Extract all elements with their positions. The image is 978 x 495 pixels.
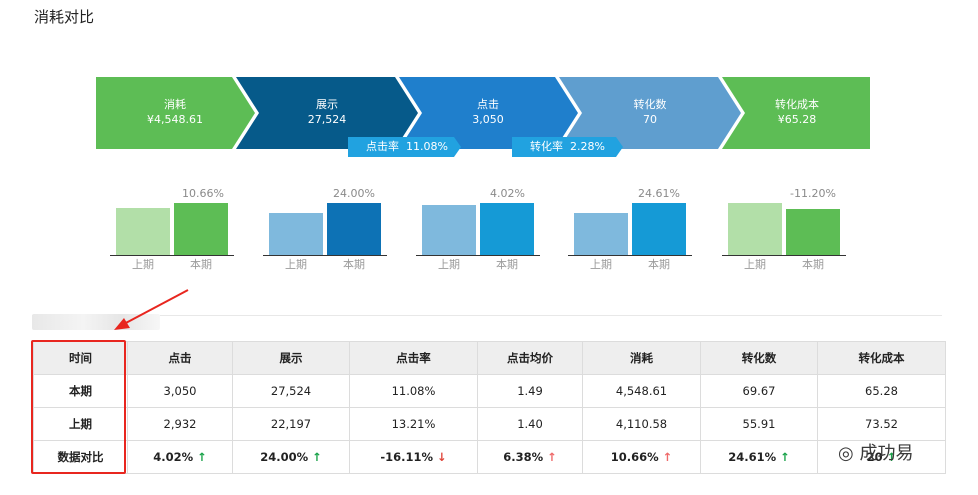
funnel-label-clicks: 点击 3,050 [472,98,504,126]
bar-cur [786,209,840,255]
compare-cell: 6.38% ↑ [477,440,583,474]
funnel-step-clicks [399,77,578,149]
table-row: 上期 2,932 22,197 13.21% 1.40 4,110.58 55.… [33,407,946,441]
bar-prev [422,205,476,255]
mini-axis [416,255,540,256]
table-header-row: 时间 点击 展示 点击率 点击均价 消耗 转化数 转化成本 [33,341,946,375]
rate-tag-cvr [512,137,623,157]
compare-cell: -16.11% ↓ [349,440,478,474]
watermark: ◎ 成功易 [838,443,914,464]
col-impressions: 展示 [232,341,350,375]
table-cell: 3,050 [127,374,233,408]
mini-pct: 24.61% [638,187,680,200]
mini-label-cur: 本期 [190,258,212,271]
arrow-up-icon: ↑ [780,450,790,464]
wechat-icon: ◎ [838,443,854,464]
col-cpc: 点击均价 [477,341,583,375]
bar-prev [269,213,323,255]
mini-chart-conversions: 24.61% 上期 本期 [568,185,692,275]
rate-cvr: 转化率 2.28% [530,140,605,153]
row-label: 本期 [33,374,128,408]
rate-tag-ctr [348,137,461,157]
mini-pct: 4.02% [490,187,525,200]
comparison-table: 时间 点击 展示 点击率 点击均价 消耗 转化数 转化成本 本期 3,050 2… [33,341,946,474]
bar-cur [480,203,534,255]
mini-label-cur: 本期 [343,258,365,271]
compare-cell: 10.66% ↑ [582,440,701,474]
section-divider [32,315,942,316]
mini-label-prev: 上期 [744,258,766,271]
col-conversions: 转化数 [700,341,818,375]
mini-pct: 24.00% [333,187,375,200]
mini-label-prev: 上期 [590,258,612,271]
col-time: 时间 [33,341,128,375]
mini-chart-spend: 10.66% 上期 本期 [110,185,234,275]
arrow-up-icon: ↑ [662,450,673,464]
funnel-step-impressions [236,77,418,149]
bar-prev [116,208,170,255]
page-title: 消耗对比 [34,8,95,26]
funnel-chart [96,77,870,157]
compare-cell: 24.61% ↑ [700,440,818,474]
annotation-arrow [114,289,189,330]
table-cell: 4,548.61 [582,374,701,408]
mini-axis [110,255,234,256]
table-cell: 1.49 [477,374,583,408]
arrow-up-icon: ↑ [547,450,557,464]
mini-label-prev: 上期 [438,258,460,271]
compare-cell: 4.02% ↑ [127,440,233,474]
bar-cur [174,203,228,255]
arrow-down-icon: ↓ [437,450,447,464]
table-cell: 55.91 [700,407,818,441]
mini-label-prev: 上期 [285,258,307,271]
table-cell: 65.28 [817,374,946,408]
mini-axis [263,255,387,256]
mini-label-cur: 本期 [648,258,670,271]
table-cell: 69.67 [700,374,818,408]
row-label: 上期 [33,407,128,441]
table-row: 本期 3,050 27,524 11.08% 1.49 4,548.61 69.… [33,374,946,408]
col-ctr: 点击率 [349,341,478,375]
table-cell: 13.21% [349,407,478,441]
mini-pct: -11.20% [790,187,836,200]
rate-ctr: 点击率 11.08% [366,140,448,153]
funnel-step-conversions [559,77,741,149]
mini-axis [722,255,846,256]
table-cell: 1.40 [477,407,583,441]
bar-prev [728,203,782,255]
col-cpa: 转化成本 [817,341,946,375]
funnel-label-conversions: 转化数 70 [633,98,667,126]
funnel-label-impressions: 展示 27,524 [307,98,347,126]
bar-prev [574,213,628,255]
compare-cell: 24.00% ↑ [232,440,350,474]
bar-cur [632,203,686,255]
mini-label-cur: 本期 [496,258,518,271]
mini-chart-clicks: 4.02% 上期 本期 [416,185,540,275]
mini-label-prev: 上期 [132,258,154,271]
funnel-step-spend [96,77,255,149]
arrow-up-icon: ↑ [197,450,207,464]
table-row-compare: 数据对比 4.02% ↑ 24.00% ↑ -16.11% ↓ 6.38% ↑ … [33,440,946,474]
mini-pct: 10.66% [182,187,224,200]
col-clicks: 点击 [127,341,233,375]
mini-chart-impressions: 24.00% 上期 本期 [263,185,387,275]
table-cell: 2,932 [127,407,233,441]
mini-chart-cpa: -11.20% 上期 本期 [722,185,846,275]
table-cell: 27,524 [232,374,350,408]
table-cell: 22,197 [232,407,350,441]
mini-axis [568,255,692,256]
table-cell: 4,110.58 [582,407,701,441]
table-cell: 11.08% [349,374,478,408]
table-cell: 73.52 [817,407,946,441]
mini-label-cur: 本期 [802,258,824,271]
bar-cur [327,203,381,255]
arrow-up-icon: ↑ [312,450,322,464]
funnel-label-cpa: 转化成本 ¥65.28 [775,98,819,126]
col-spend: 消耗 [582,341,701,375]
arrow-up-icon: ↑ [886,450,897,464]
highlight-box [31,340,126,474]
funnel-label-spend: 消耗 ¥4,548.61 [147,98,203,126]
compare-cell: 20 ↑ [817,440,946,474]
funnel-step-cpa [722,77,870,149]
